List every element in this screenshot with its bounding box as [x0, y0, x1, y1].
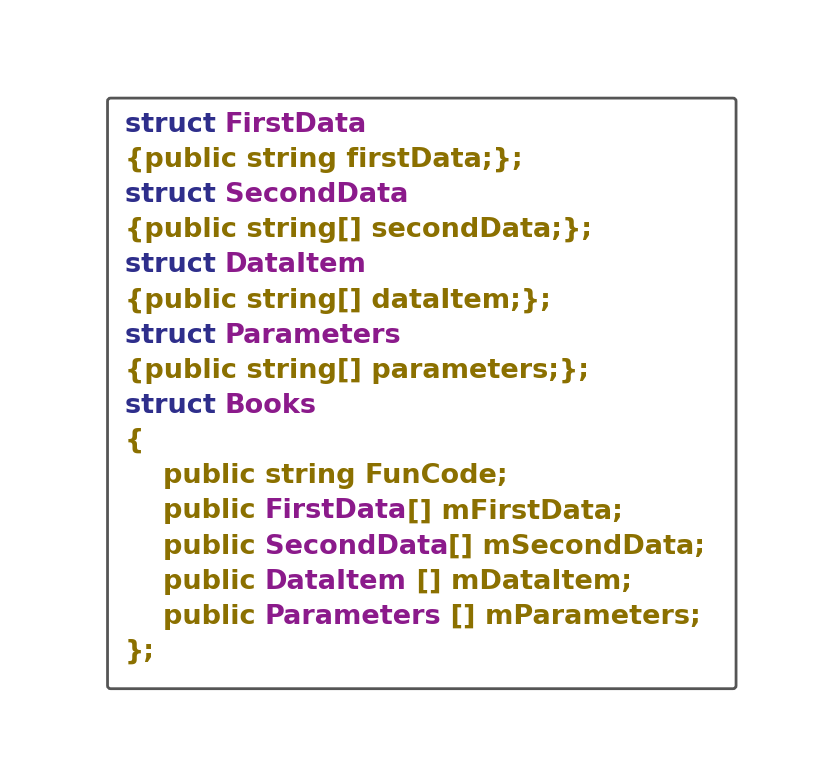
Text: DataItem: DataItem	[225, 252, 367, 278]
Text: FirstData: FirstData	[265, 499, 407, 524]
Text: public: public	[124, 569, 265, 594]
Text: struct: struct	[124, 182, 225, 208]
Text: Parameters: Parameters	[265, 604, 441, 629]
Text: {public string[] secondData;};: {public string[] secondData;};	[124, 217, 592, 243]
Text: [] mParameters;: [] mParameters;	[441, 604, 701, 629]
Text: {public string firstData;};: {public string firstData;};	[124, 147, 523, 173]
Text: struct: struct	[124, 323, 225, 349]
Text: [] mSecondData;: [] mSecondData;	[448, 534, 705, 559]
Text: DataItem: DataItem	[265, 569, 407, 594]
Text: Parameters: Parameters	[225, 323, 402, 349]
Text: };: };	[124, 639, 155, 665]
Text: public: public	[124, 499, 265, 524]
Text: {: {	[124, 428, 144, 454]
Text: public: public	[124, 604, 265, 629]
Text: FirstData: FirstData	[225, 112, 367, 138]
Text: SecondData: SecondData	[225, 182, 408, 208]
Text: SecondData: SecondData	[265, 534, 448, 559]
Text: [] mDataItem;: [] mDataItem;	[407, 569, 631, 594]
Text: [] mFirstData;: [] mFirstData;	[407, 499, 623, 524]
Text: {public string[] dataItem;};: {public string[] dataItem;};	[124, 287, 551, 314]
Text: Books: Books	[225, 393, 317, 419]
Text: struct: struct	[124, 252, 225, 278]
FancyBboxPatch shape	[108, 98, 736, 689]
Text: public: public	[124, 534, 265, 559]
Text: struct: struct	[124, 112, 225, 138]
Text: public string FunCode;: public string FunCode;	[124, 464, 507, 489]
Text: {public string[] parameters;};: {public string[] parameters;};	[124, 358, 588, 384]
Text: struct: struct	[124, 393, 225, 419]
